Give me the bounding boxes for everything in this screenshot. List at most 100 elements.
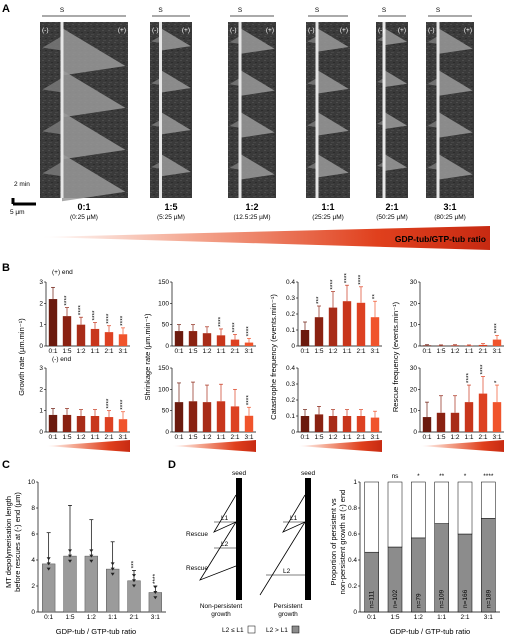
growth-event-minus	[229, 77, 240, 86]
ratio-gradient-wedge	[40, 226, 490, 250]
panel-d-schematic: seed L1 L2 Rescue Rescue Non-persistent …	[186, 470, 315, 634]
data-point-marker	[110, 567, 115, 571]
x-tick-label: 3:1	[370, 348, 379, 355]
significance-label: ****	[246, 326, 253, 337]
bar	[450, 412, 460, 432]
x-tick-label: 1:5	[65, 614, 74, 621]
significance-label: **	[439, 473, 445, 480]
legend-white-label: L2 ≤ L1	[222, 627, 244, 634]
bar	[188, 401, 198, 432]
n-count-label: n=79	[415, 593, 422, 608]
growth-event-plus	[240, 153, 275, 180]
x-tick-label: 0:1	[48, 348, 57, 355]
growth-event-minus	[376, 77, 384, 84]
panel-letter-b: B	[2, 262, 10, 274]
kymograph-1: S (-) (+) 1:5 (5:25 µM)	[150, 7, 192, 221]
y-tick-label: 0	[291, 429, 295, 436]
growth-event-minus	[376, 36, 384, 42]
persistent-trace	[259, 494, 307, 596]
bar	[202, 402, 212, 432]
bar	[478, 393, 488, 432]
bar	[42, 563, 56, 613]
bar	[48, 414, 58, 432]
bar	[342, 416, 352, 432]
significance-label: ****	[120, 399, 127, 410]
bar	[216, 401, 226, 432]
stacked-bar-segment	[481, 481, 496, 519]
y-tick-label: 150	[158, 365, 169, 372]
bar	[314, 317, 324, 346]
x-tick-label: 1:5	[188, 434, 197, 441]
panel-c-chart: 0 2 4 6 8 10 0:1 1:5 1:2 1:1 *** 2:1 **** 3:1	[28, 479, 166, 621]
growth-event-plus	[62, 111, 126, 160]
panel-b-plus-chart: 0 1 2 3 0:1 **** 1:5 **** 1:2 **** 1:1 **** 2:1 **** 3…	[39, 279, 130, 355]
panel-b-minus-chart: 0 50 100 150 0:1 1:5 1:2 1:1 2:1 **** 3:1	[158, 365, 256, 441]
seed-mark: S	[238, 7, 243, 14]
x-tick-label: 0:1	[174, 434, 183, 441]
persistent-label-1: Persistent	[274, 603, 303, 610]
bar	[104, 332, 114, 346]
significance-label: **	[372, 294, 379, 300]
growth-event-plus	[160, 69, 191, 93]
growth-event-minus	[307, 36, 317, 44]
bar	[48, 299, 58, 346]
y-tick-label: 0.4	[286, 279, 295, 286]
growth-event-plus	[438, 69, 473, 96]
x-tick-label: 1:5	[436, 348, 445, 355]
x-tick-label: 2:1	[478, 348, 487, 355]
minus-end-mark: (-)	[42, 27, 49, 34]
minus-end-mark: (-)	[230, 27, 237, 34]
y-tick-label: 20	[410, 300, 418, 307]
bar	[300, 330, 310, 346]
x-tick-label: 1:1	[464, 434, 473, 441]
x-tick-label: 1:5	[314, 434, 323, 441]
condition-concentration: (25:25 µM)	[312, 214, 344, 221]
significance-label: ****	[92, 310, 99, 321]
bar	[90, 416, 100, 432]
stacked-bar-segment	[434, 481, 449, 524]
growth-event-plus	[62, 28, 126, 76]
y-tick-label: 10	[28, 479, 36, 486]
y-tick-label: 3	[39, 279, 43, 286]
x-tick-label: 1:2	[328, 348, 337, 355]
panel-b-plus-chart: 00.10.20.30.40:1***1:5****1:2****1:1****…	[286, 273, 382, 355]
data-point-marker	[132, 574, 136, 578]
l1-label-1: L1	[221, 515, 229, 522]
legend-grey-label: L2 > L1	[266, 627, 288, 634]
x-tick-label: 0:1	[300, 348, 309, 355]
significance-label: ns	[392, 473, 400, 480]
growth-event-minus	[427, 161, 438, 170]
bar	[422, 345, 432, 346]
l2-label-1: L2	[221, 541, 229, 548]
seed-mark: S	[436, 7, 441, 14]
minus-end-mark: (-)	[152, 27, 159, 34]
bar	[300, 416, 310, 432]
x-tick-label: 1:2	[450, 434, 459, 441]
rescue-label-2: Rescue	[186, 565, 208, 572]
minus-end-label: (-) end	[52, 356, 72, 363]
x-tick-label: 3:1	[244, 348, 253, 355]
n-count-label: n=109	[439, 589, 446, 608]
x-tick-label: 1:1	[342, 348, 351, 355]
y-tick-label: 100	[158, 386, 169, 393]
condition-concentration: (12.5:25 µM)	[234, 214, 271, 221]
y-tick-label: 0	[165, 429, 169, 436]
growth-event-minus	[307, 119, 317, 128]
bar	[436, 412, 446, 432]
bar	[84, 555, 98, 613]
growth-event-plus	[384, 69, 408, 88]
scale-bar-length-label: 5 µm	[10, 209, 25, 216]
x-tick-label: 1:1	[342, 434, 351, 441]
growth-event-minus	[229, 119, 240, 128]
significance-label: ****	[494, 323, 501, 334]
y-tick-label: 0	[413, 429, 417, 436]
stacked-bar-segment	[457, 481, 473, 535]
significance-label: *	[464, 473, 467, 480]
seed-label-2: seed	[301, 470, 315, 477]
y-tick-label: 0	[39, 343, 43, 350]
y-tick-label: 3	[39, 365, 43, 372]
growth-event-minus	[42, 77, 62, 93]
bar	[230, 339, 240, 346]
bar	[62, 414, 72, 432]
growth-event-minus	[427, 119, 438, 128]
